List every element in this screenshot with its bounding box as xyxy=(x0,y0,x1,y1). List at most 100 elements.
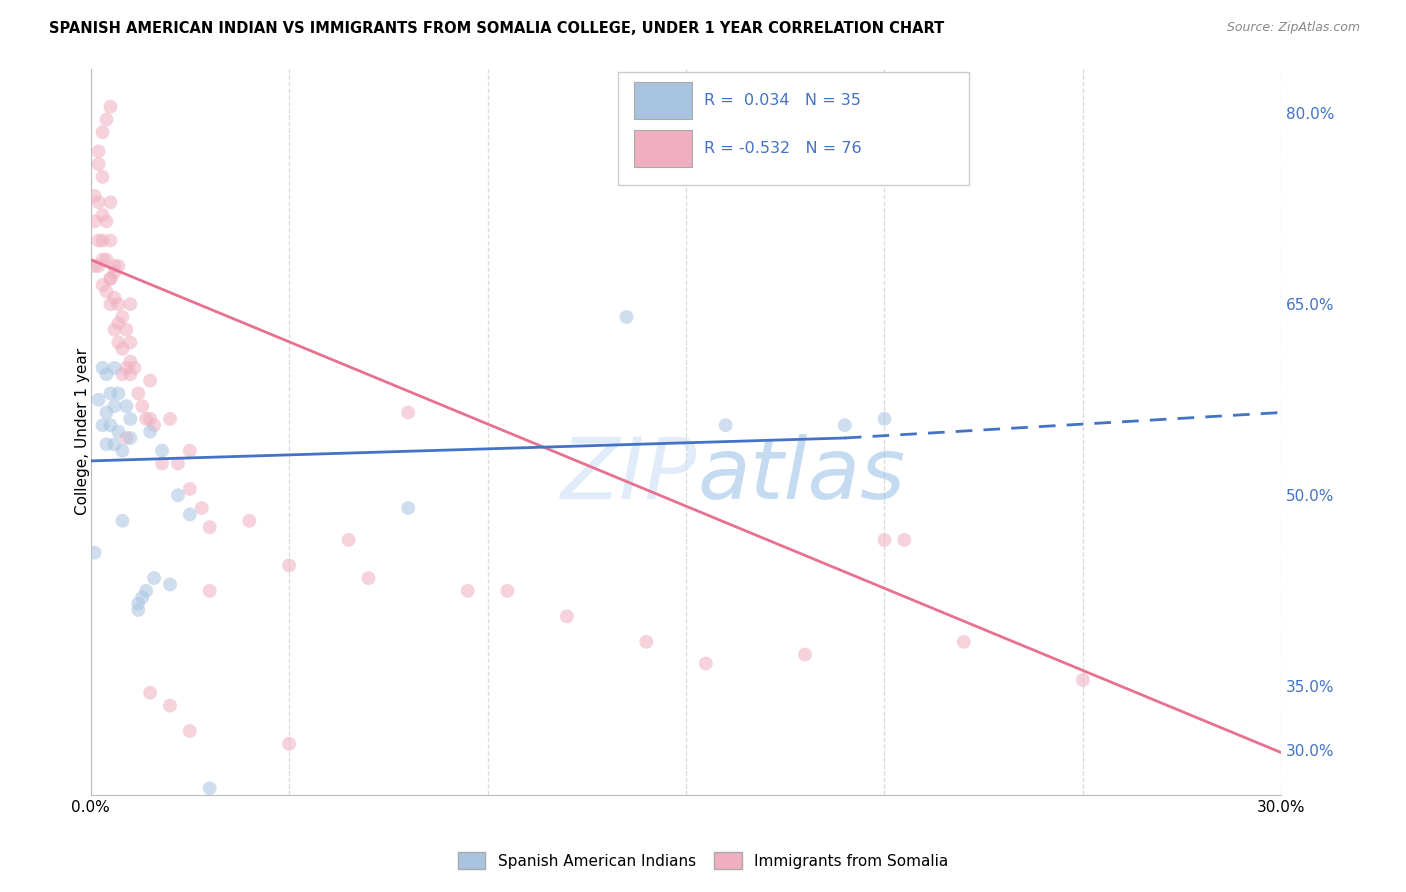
Point xyxy=(100,100,122,114)
Text: atlas: atlas xyxy=(697,434,905,516)
Point xyxy=(103,323,125,337)
Point xyxy=(893,533,915,547)
Text: R = -0.532   N = 76: R = -0.532 N = 76 xyxy=(704,141,862,156)
Point xyxy=(953,635,976,649)
Point xyxy=(96,285,118,299)
Point xyxy=(120,368,142,382)
Point xyxy=(159,698,181,713)
Point xyxy=(96,214,118,228)
Point xyxy=(91,418,114,433)
Point xyxy=(357,571,380,585)
Point xyxy=(127,597,149,611)
Point xyxy=(96,368,118,382)
Point xyxy=(103,437,125,451)
Point xyxy=(107,386,129,401)
Point xyxy=(100,271,122,285)
Point xyxy=(115,399,138,413)
Point xyxy=(91,169,114,184)
Point xyxy=(103,259,125,273)
Point xyxy=(111,342,134,356)
Point xyxy=(179,443,201,458)
Point xyxy=(179,508,201,522)
Point xyxy=(83,189,105,203)
Point xyxy=(91,125,114,139)
Point xyxy=(150,443,173,458)
Point xyxy=(100,195,122,210)
Point xyxy=(198,520,221,534)
Point xyxy=(115,431,138,445)
Point xyxy=(87,259,110,273)
Point xyxy=(87,392,110,407)
Text: SPANISH AMERICAN INDIAN VS IMMIGRANTS FROM SOMALIA COLLEGE, UNDER 1 YEAR CORRELA: SPANISH AMERICAN INDIAN VS IMMIGRANTS FR… xyxy=(49,21,945,36)
Text: ZIP: ZIP xyxy=(561,434,697,516)
Point xyxy=(100,234,122,248)
Point xyxy=(96,437,118,451)
Point xyxy=(91,360,114,375)
Point xyxy=(457,583,479,598)
Point xyxy=(794,648,817,662)
Point xyxy=(96,112,118,127)
Point xyxy=(127,603,149,617)
Point xyxy=(198,781,221,796)
Legend: Spanish American Indians, Immigrants from Somalia: Spanish American Indians, Immigrants fro… xyxy=(451,846,955,875)
Point xyxy=(127,386,149,401)
Point xyxy=(107,259,129,273)
Point xyxy=(111,514,134,528)
Point xyxy=(120,297,142,311)
Point xyxy=(135,583,157,598)
Point xyxy=(87,157,110,171)
Text: Source: ZipAtlas.com: Source: ZipAtlas.com xyxy=(1226,21,1360,34)
Point xyxy=(834,418,856,433)
Point xyxy=(555,609,578,624)
Point xyxy=(87,195,110,210)
Point xyxy=(107,297,129,311)
Point xyxy=(111,368,134,382)
Point xyxy=(87,234,110,248)
Point xyxy=(83,546,105,560)
Point xyxy=(143,418,166,433)
Text: R =  0.034   N = 35: R = 0.034 N = 35 xyxy=(704,93,860,108)
Point xyxy=(111,310,134,324)
Point xyxy=(167,457,190,471)
Point xyxy=(120,335,142,350)
Point xyxy=(143,571,166,585)
Point xyxy=(159,412,181,426)
Point xyxy=(115,360,138,375)
Point xyxy=(396,501,419,516)
FancyBboxPatch shape xyxy=(634,81,692,120)
Point xyxy=(139,686,162,700)
Point xyxy=(100,271,122,285)
Point xyxy=(87,145,110,159)
FancyBboxPatch shape xyxy=(634,129,692,168)
Point xyxy=(150,457,173,471)
Point xyxy=(107,335,129,350)
Point xyxy=(873,533,896,547)
Point xyxy=(167,488,190,502)
Point xyxy=(91,278,114,293)
FancyBboxPatch shape xyxy=(619,72,969,185)
Point xyxy=(179,482,201,496)
Point xyxy=(139,412,162,426)
Point xyxy=(135,412,157,426)
Point xyxy=(396,405,419,419)
Point xyxy=(100,297,122,311)
Point xyxy=(238,514,260,528)
Point xyxy=(100,386,122,401)
Point xyxy=(496,583,519,598)
Point xyxy=(190,501,212,516)
Point xyxy=(616,310,638,324)
Point xyxy=(103,291,125,305)
Point xyxy=(83,214,105,228)
Point xyxy=(100,418,122,433)
Point xyxy=(103,360,125,375)
Point xyxy=(695,657,717,671)
Point xyxy=(873,412,896,426)
Point xyxy=(96,405,118,419)
Point xyxy=(103,265,125,279)
Point xyxy=(91,208,114,222)
Point xyxy=(115,323,138,337)
Point xyxy=(83,259,105,273)
Point xyxy=(120,354,142,368)
Point xyxy=(278,558,301,573)
Point xyxy=(131,591,153,605)
